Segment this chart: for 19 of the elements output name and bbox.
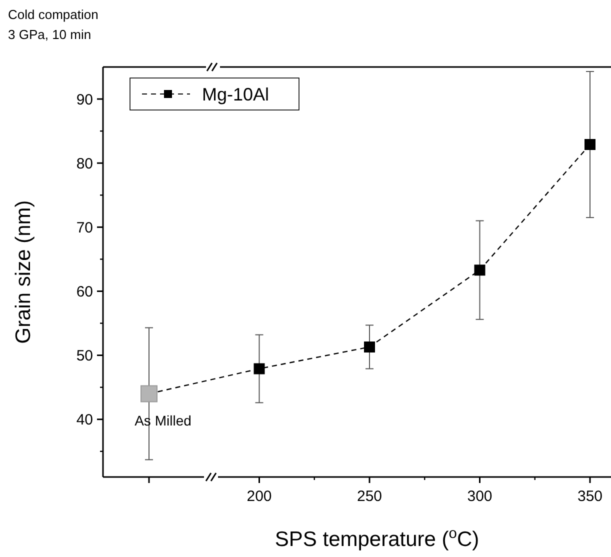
x-tick-label: 250 bbox=[356, 488, 382, 505]
y-tick-label: 60 bbox=[76, 283, 93, 300]
x-axis-title: SPS temperature ($^{o}$C) bbox=[274, 526, 480, 551]
y-tick-label: 70 bbox=[76, 219, 93, 236]
x-tick-label: 300 bbox=[467, 488, 492, 505]
chart-title: Cold compation bbox=[8, 7, 98, 22]
legend-label: Mg-10Al bbox=[202, 84, 270, 104]
y-tick-label: 50 bbox=[76, 348, 93, 365]
y-axis-title: Grain size (nm) bbox=[12, 200, 35, 344]
point bbox=[474, 264, 486, 276]
point bbox=[364, 341, 375, 352]
x-tick-label: 350 bbox=[577, 488, 603, 505]
point bbox=[254, 363, 265, 374]
chart-subtitle: 3 GPa, 10 min bbox=[8, 27, 92, 42]
y-tick-label: 80 bbox=[76, 155, 93, 172]
y-tick-label: 90 bbox=[76, 91, 93, 108]
x-tick-label: 200 bbox=[246, 488, 272, 505]
y-tick-label: 40 bbox=[76, 412, 93, 429]
point bbox=[584, 139, 596, 150]
